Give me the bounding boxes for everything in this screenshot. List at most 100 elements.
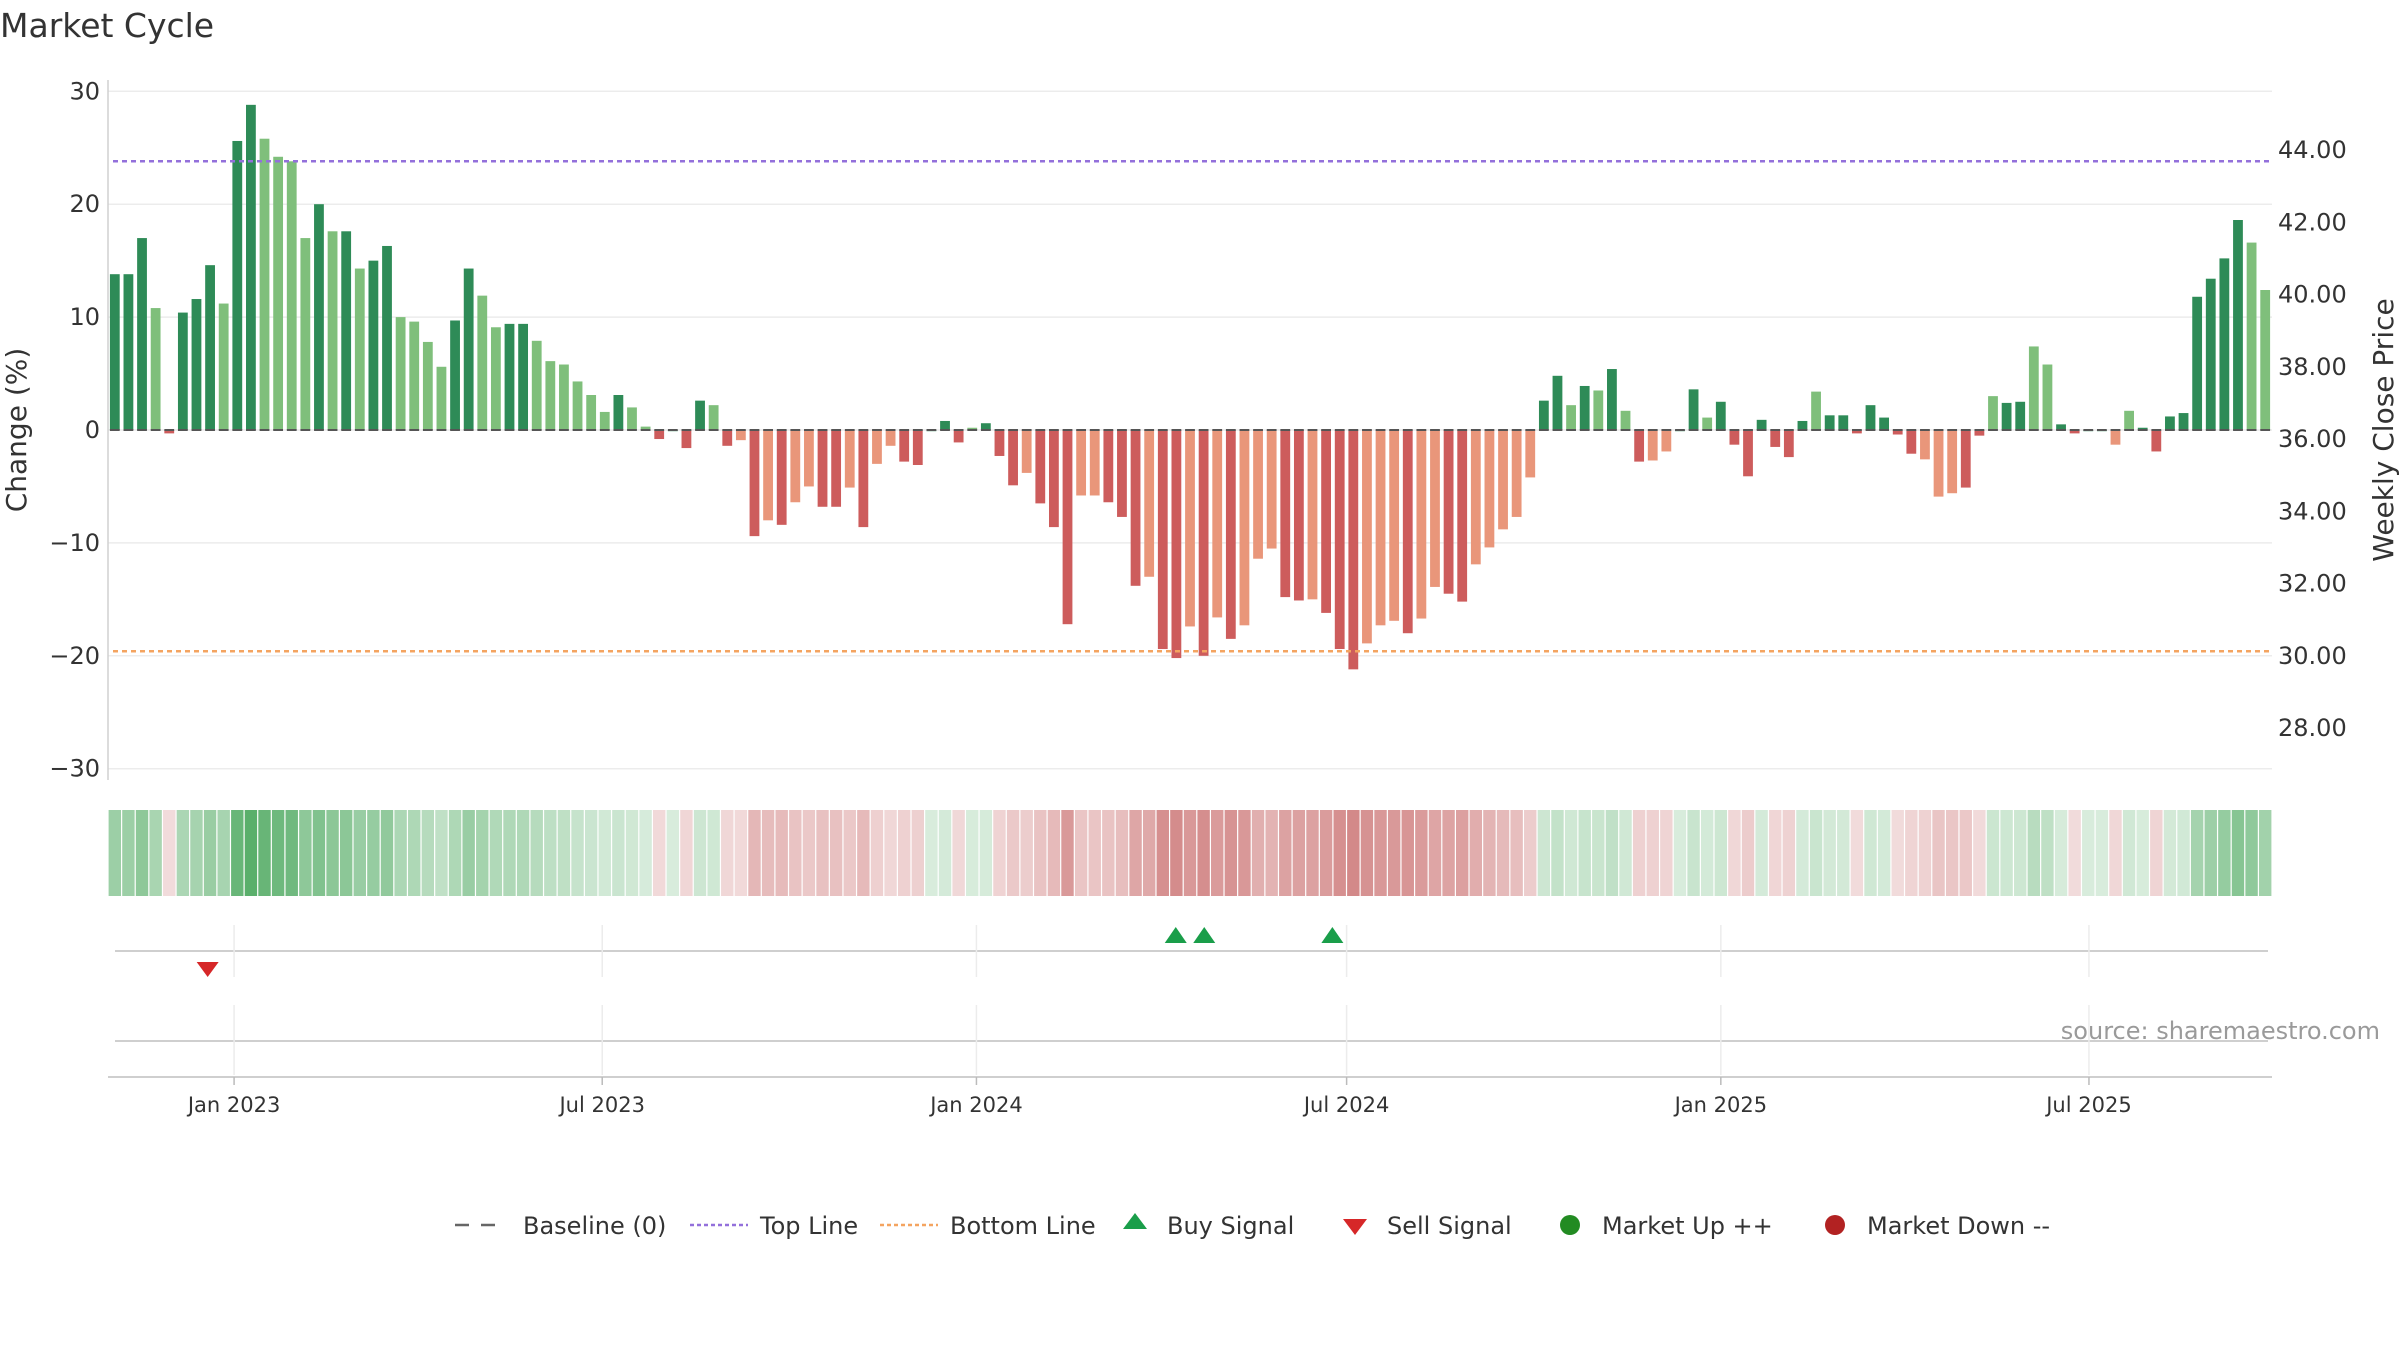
bar bbox=[885, 430, 896, 446]
heat-cell bbox=[557, 810, 571, 896]
heat-cell bbox=[1769, 810, 1782, 896]
heat-cell bbox=[1442, 810, 1455, 896]
heat-cell bbox=[1632, 810, 1646, 896]
bar bbox=[490, 327, 501, 430]
bar bbox=[1538, 400, 1549, 430]
bar bbox=[518, 323, 529, 430]
heat-cell bbox=[1646, 810, 1659, 896]
legend: Baseline (0) Top Line Bottom Line Buy Signa… bbox=[455, 1212, 2050, 1240]
heat-cell bbox=[1197, 810, 1210, 896]
legend-item-baseline: Baseline (0) bbox=[455, 1212, 666, 1240]
bar bbox=[436, 366, 447, 430]
y-tick-label: 30 bbox=[69, 77, 100, 105]
bar bbox=[2178, 413, 2189, 430]
y-tick-label: 10 bbox=[69, 303, 100, 331]
bar bbox=[1266, 430, 1277, 549]
heat-cell bbox=[1170, 810, 1183, 896]
bar bbox=[1375, 430, 1386, 626]
legend-item-bottom: Bottom Line bbox=[880, 1212, 1096, 1240]
legend-item-buy: Buy Signal bbox=[1123, 1212, 1294, 1240]
bar bbox=[1239, 430, 1250, 626]
legend-label-buy: Buy Signal bbox=[1167, 1212, 1294, 1240]
heat-cell bbox=[884, 810, 897, 896]
bar bbox=[627, 407, 637, 430]
bar bbox=[531, 340, 542, 430]
heat-cell bbox=[2082, 810, 2095, 896]
bar bbox=[2001, 402, 2012, 430]
heat-cell bbox=[1959, 810, 1972, 896]
heat-cell bbox=[584, 810, 598, 896]
bar bbox=[218, 303, 229, 430]
bar bbox=[1389, 430, 1400, 621]
bar bbox=[2246, 242, 2257, 430]
x-tick-label: Jan 2025 bbox=[1673, 1093, 1768, 1117]
heat-cell bbox=[666, 810, 680, 896]
bar bbox=[749, 430, 760, 537]
bar bbox=[953, 430, 964, 443]
heat-cell bbox=[571, 810, 584, 896]
bar bbox=[858, 430, 869, 528]
source-note: source: sharemaestro.com bbox=[2061, 1017, 2380, 1045]
heat-cell bbox=[421, 810, 435, 896]
heat-cell bbox=[1292, 810, 1306, 896]
bar bbox=[831, 430, 842, 507]
y2-tick-label: 38.00 bbox=[2278, 353, 2347, 381]
bar bbox=[559, 364, 569, 430]
heat-cell bbox=[448, 810, 462, 896]
heat-cell bbox=[1142, 810, 1156, 896]
heat-cell bbox=[217, 810, 230, 896]
heat-cell bbox=[258, 810, 271, 896]
bar bbox=[844, 430, 855, 488]
legend-item-down: Market Down -- bbox=[1825, 1212, 2050, 1240]
heat-cell bbox=[1360, 810, 1374, 896]
heat-cell bbox=[2109, 810, 2122, 896]
legend-label-sell: Sell Signal bbox=[1387, 1212, 1512, 1240]
heat-cell bbox=[1782, 810, 1796, 896]
bar bbox=[1280, 430, 1291, 598]
bar bbox=[2042, 364, 2053, 430]
heat-cell bbox=[1673, 810, 1687, 896]
heat-cell bbox=[1945, 810, 1959, 896]
heat-cell bbox=[1428, 810, 1442, 896]
heat-cell bbox=[190, 810, 203, 896]
heat-cell bbox=[1455, 810, 1469, 896]
bar bbox=[1470, 430, 1481, 565]
heat-cell bbox=[380, 810, 394, 896]
bar bbox=[1743, 430, 1753, 477]
heat-cell bbox=[244, 810, 258, 896]
bar bbox=[1484, 430, 1495, 548]
bar bbox=[1811, 391, 1821, 430]
bar bbox=[246, 104, 256, 430]
bar bbox=[463, 268, 474, 430]
heat-cell bbox=[1102, 810, 1115, 896]
bar bbox=[422, 341, 433, 430]
bar bbox=[613, 395, 624, 430]
bar bbox=[1307, 430, 1318, 600]
bar bbox=[572, 381, 583, 430]
bar bbox=[2205, 278, 2216, 430]
heat-cell bbox=[2190, 810, 2204, 896]
x-tick-label: Jan 2023 bbox=[186, 1093, 281, 1117]
heat-cell bbox=[693, 810, 707, 896]
heat-cell bbox=[680, 810, 693, 896]
heat-cell bbox=[2150, 810, 2163, 896]
bar bbox=[1947, 430, 1958, 494]
heat-cell bbox=[1932, 810, 1945, 896]
heat-cell bbox=[775, 810, 788, 896]
legend-label-up: Market Up ++ bbox=[1602, 1212, 1773, 1240]
heat-cell bbox=[1551, 810, 1564, 896]
bar bbox=[327, 231, 338, 430]
heat-cell bbox=[149, 810, 162, 896]
heat-cell bbox=[1510, 810, 1523, 896]
heat-cell bbox=[1918, 810, 1932, 896]
bar bbox=[912, 430, 923, 465]
heat-cell bbox=[1347, 810, 1360, 896]
bar bbox=[2110, 430, 2121, 445]
bar bbox=[1865, 405, 1876, 430]
bar bbox=[123, 274, 134, 430]
heat-cell bbox=[2000, 810, 2013, 896]
heat-cell bbox=[1755, 810, 1768, 896]
heat-cell bbox=[1687, 810, 1700, 896]
bar bbox=[654, 430, 665, 440]
heat-cell bbox=[2014, 810, 2027, 896]
